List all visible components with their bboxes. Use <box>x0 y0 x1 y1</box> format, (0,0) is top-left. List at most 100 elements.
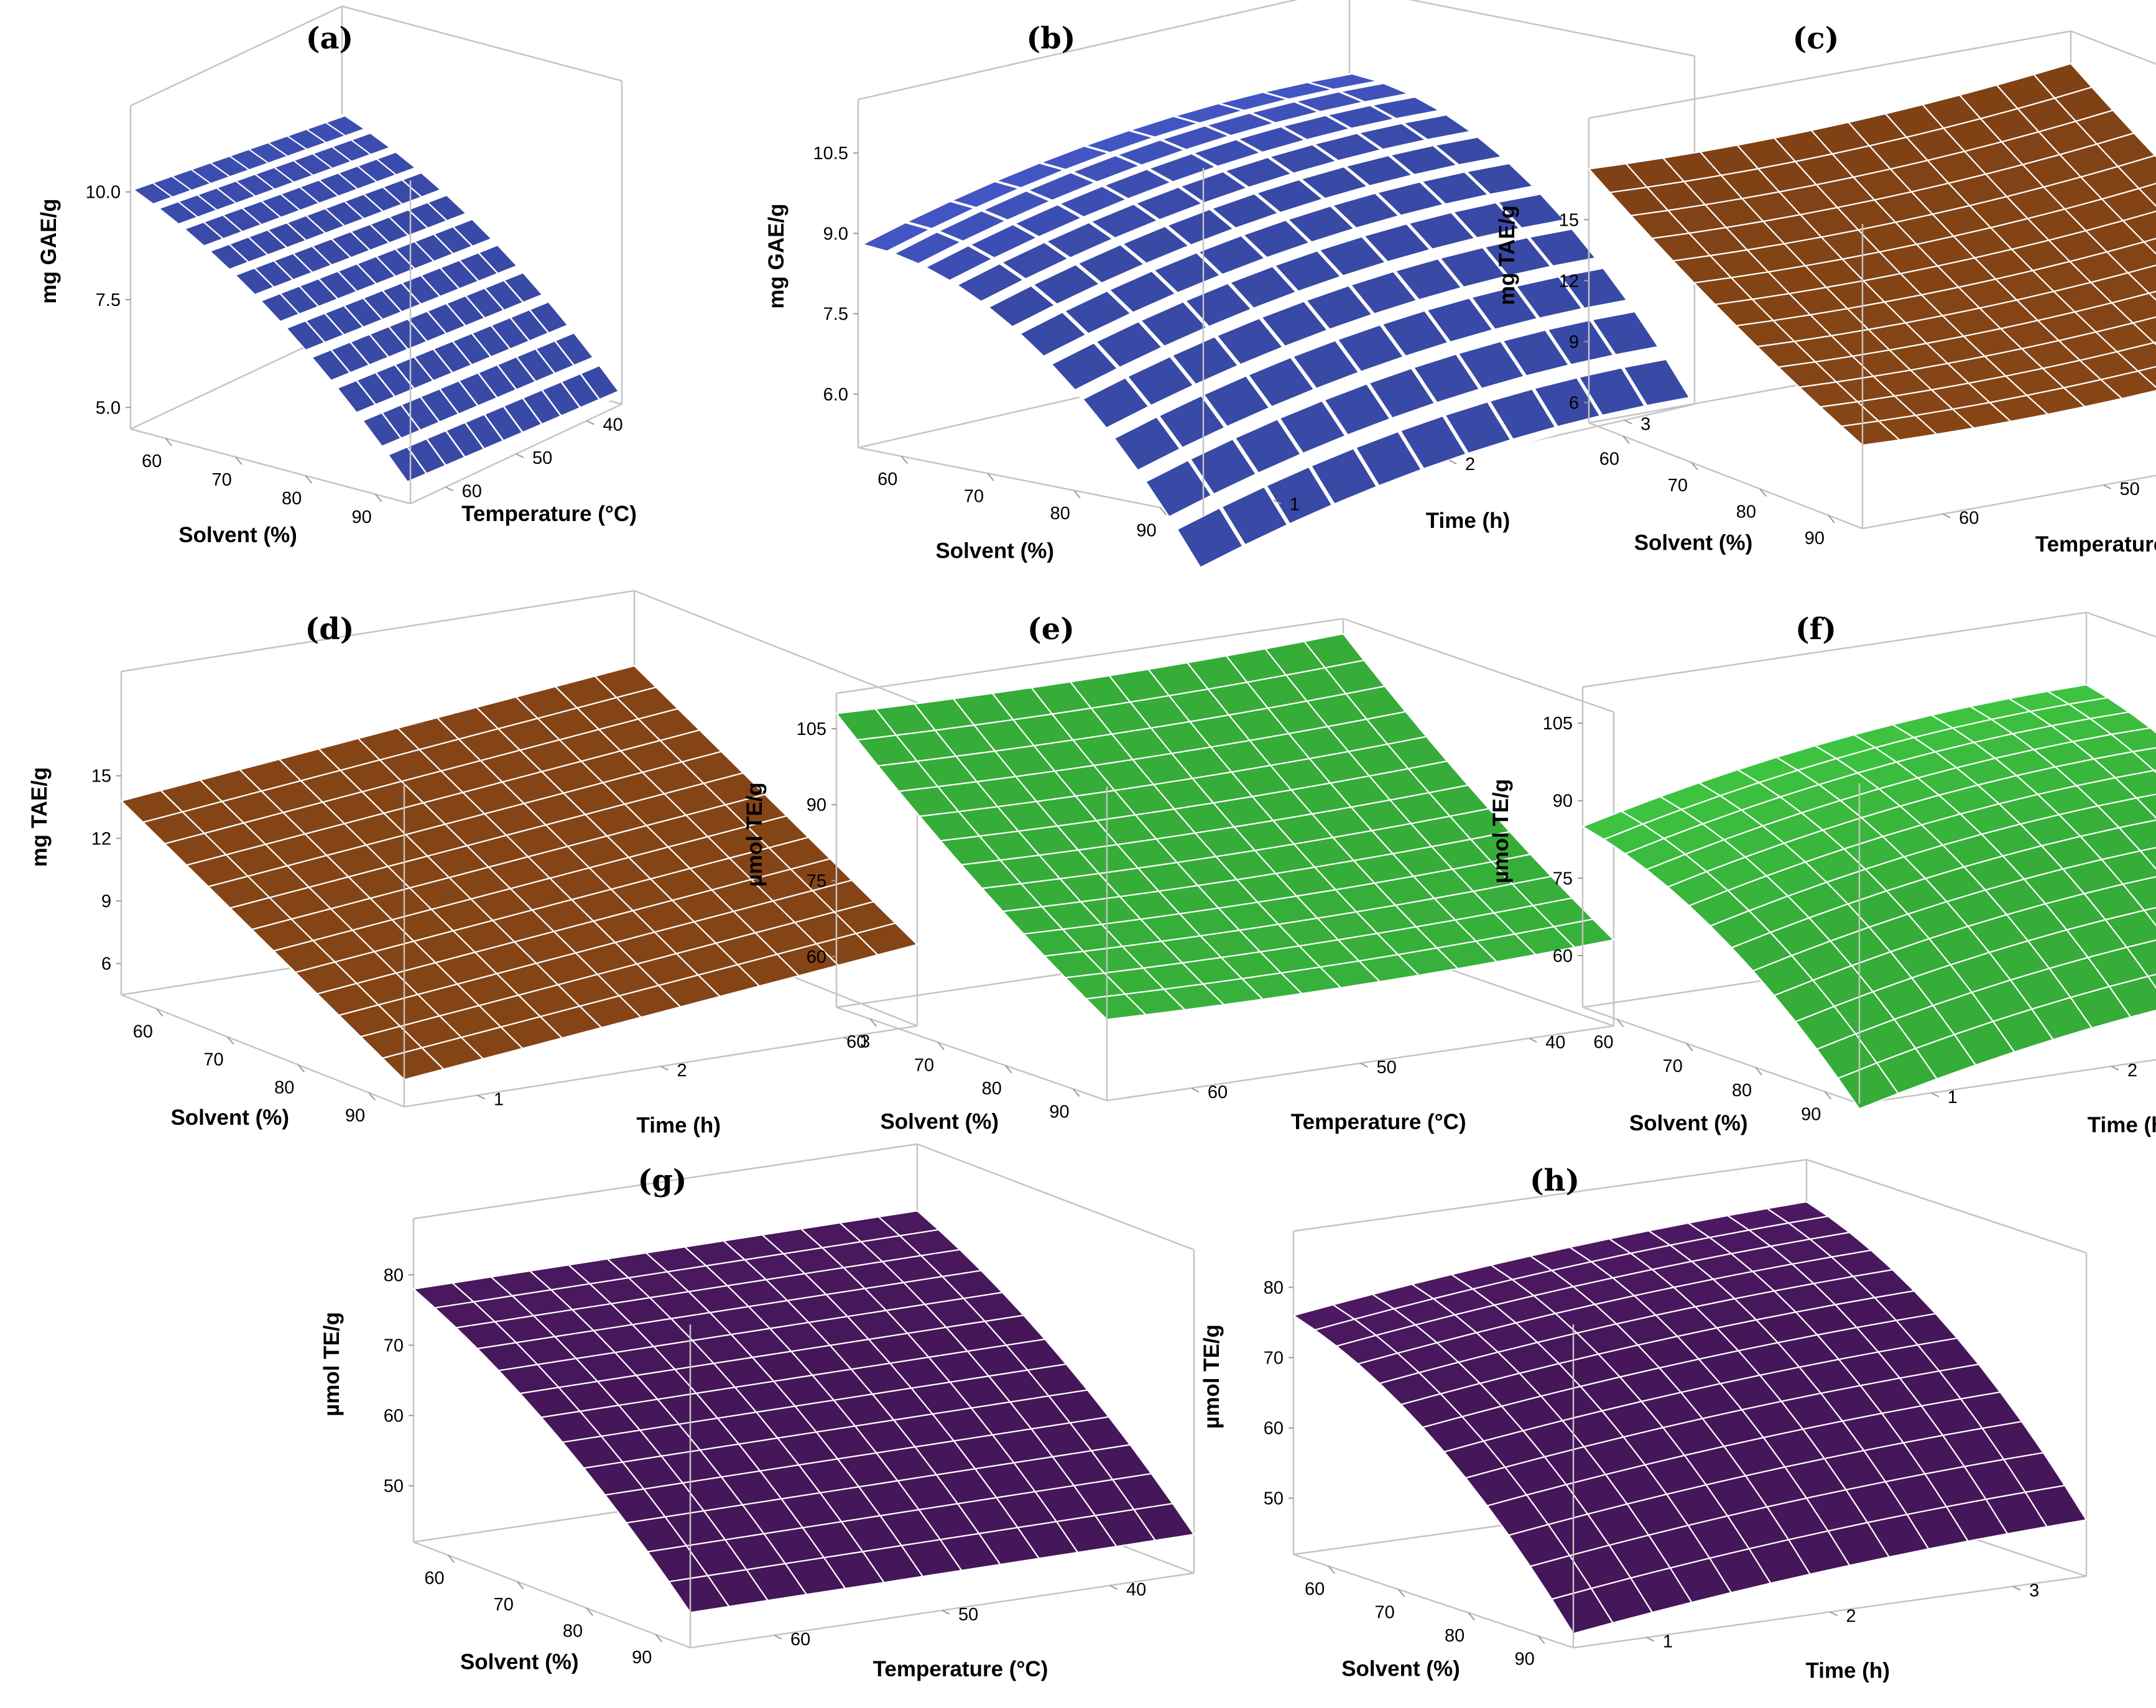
x-tick-label: 70 <box>964 486 984 506</box>
x-tick-mark <box>156 1008 164 1017</box>
surface-brick <box>269 223 305 247</box>
y-axis-label: Temperature (°C) <box>2035 532 2156 556</box>
x-tick-mark <box>1759 488 1767 497</box>
box-edge <box>1588 30 2071 119</box>
surface-brick <box>958 264 1022 301</box>
x-tick-label: 80 <box>563 1621 583 1641</box>
surface-brick <box>1486 238 1550 275</box>
z-tick-label: 50 <box>1264 1489 1284 1509</box>
z-tick-label: 60 <box>807 948 826 967</box>
surface-brick <box>1052 343 1117 389</box>
surface-brick <box>1218 319 1282 364</box>
surface-brick <box>1262 302 1326 346</box>
surface-c <box>1588 63 2156 446</box>
x-axis-label: Solvent (%) <box>178 523 297 547</box>
y-tick-label: 1 <box>1663 1632 1673 1652</box>
y-tick-mark <box>1529 1038 1537 1043</box>
z-tick-label: 5.0 <box>96 398 121 418</box>
x-tick-label: 80 <box>1732 1081 1752 1101</box>
z-tick-label: 9.0 <box>823 224 848 244</box>
x-tick-label: 60 <box>1305 1579 1325 1599</box>
surface-brick <box>358 257 394 284</box>
x-tick-mark <box>1686 1043 1693 1051</box>
y-tick-mark <box>2012 1586 2021 1591</box>
surface-brick <box>211 157 248 177</box>
z-tick-label: 70 <box>1264 1348 1284 1368</box>
surface-brick <box>1580 368 1644 415</box>
surface-brick <box>205 216 241 238</box>
surface-brick <box>364 188 401 211</box>
surface-brick <box>511 310 548 341</box>
x-axis-label: Solvent (%) <box>880 1110 999 1134</box>
y-tick-label: 3 <box>860 1032 870 1052</box>
x-tick-mark <box>1468 1612 1476 1621</box>
z-tick-label: 10.0 <box>86 183 121 203</box>
surface-brick <box>1128 357 1193 405</box>
chart-g: 50 60 70 80 60 70 80 90 60 50 40 µmol TE/g Solvent (… <box>320 1143 1195 1681</box>
box-edge <box>341 5 622 82</box>
surface-brick <box>1110 272 1175 312</box>
x-tick-mark <box>297 1064 305 1073</box>
surface-brick <box>134 183 171 203</box>
y-tick-label: 3 <box>1640 415 1650 435</box>
z-axis-label: µmol TE/g <box>1489 779 1513 884</box>
z-tick-label: 90 <box>807 795 826 815</box>
surface-brick <box>313 239 350 265</box>
y-tick-mark <box>1942 513 1951 519</box>
box-edge <box>130 428 411 505</box>
y-axis-label: Time (h) <box>2088 1113 2156 1137</box>
surface-brick <box>320 173 357 196</box>
surface-brick <box>1187 284 1251 326</box>
x-tick-mark <box>305 475 313 484</box>
box-edge <box>1582 1006 1860 1105</box>
surface-brick <box>953 182 1017 207</box>
z-axis-label: mg GAE/g <box>37 198 61 303</box>
surface-brick <box>179 195 216 216</box>
surface-brick <box>421 389 458 422</box>
surface-brick <box>1293 341 1358 388</box>
surface-brick <box>524 390 560 423</box>
surface-brick <box>415 234 452 261</box>
surface-brick <box>927 246 991 280</box>
surface-brick <box>1213 194 1277 228</box>
x-tick-mark <box>1159 507 1167 515</box>
surface-brick <box>333 141 369 161</box>
surface-brick <box>408 440 445 473</box>
surface-brick <box>556 333 593 365</box>
surface-brick <box>1160 396 1224 447</box>
surface-brick <box>250 143 287 163</box>
surface-brick <box>1239 127 1303 152</box>
surface-brick <box>1535 378 1599 426</box>
x-tick-mark <box>1073 490 1081 499</box>
surface-brick <box>1115 417 1179 469</box>
x-tick-label: 80 <box>274 1078 294 1098</box>
x-tick-mark <box>447 1554 455 1563</box>
y-tick-mark <box>2103 484 2111 489</box>
z-tick-label: 10.5 <box>813 144 848 164</box>
box-edge <box>121 589 635 673</box>
surface-brick <box>282 188 318 210</box>
surface-brick <box>1119 141 1183 165</box>
surface-brick <box>517 349 554 381</box>
z-tick-label: 7.5 <box>823 305 848 325</box>
z-axis-label: mg TAE/g <box>27 767 52 867</box>
surface-brick <box>479 366 516 397</box>
y-tick-label: 40 <box>603 415 622 435</box>
z-axis-label: mg TAE/g <box>1495 205 1519 305</box>
surface-brick <box>402 397 438 430</box>
box-edge <box>858 0 1298 101</box>
surface-brick <box>435 227 471 253</box>
y-tick-mark <box>843 1036 852 1042</box>
y-tick-label: 50 <box>958 1605 978 1625</box>
surface-brick <box>1221 93 1285 110</box>
z-axis-label: µmol TE/g <box>743 782 767 887</box>
y-axis-label: Time (h) <box>637 1114 721 1138</box>
surface-brick <box>154 177 190 196</box>
x-tick-mark <box>226 1036 234 1045</box>
surface-brick <box>371 218 407 242</box>
surface-brick <box>1297 92 1362 111</box>
panel-label-a: (a) <box>306 21 354 56</box>
surface-brick <box>1517 277 1581 318</box>
surface-brick <box>230 238 267 262</box>
